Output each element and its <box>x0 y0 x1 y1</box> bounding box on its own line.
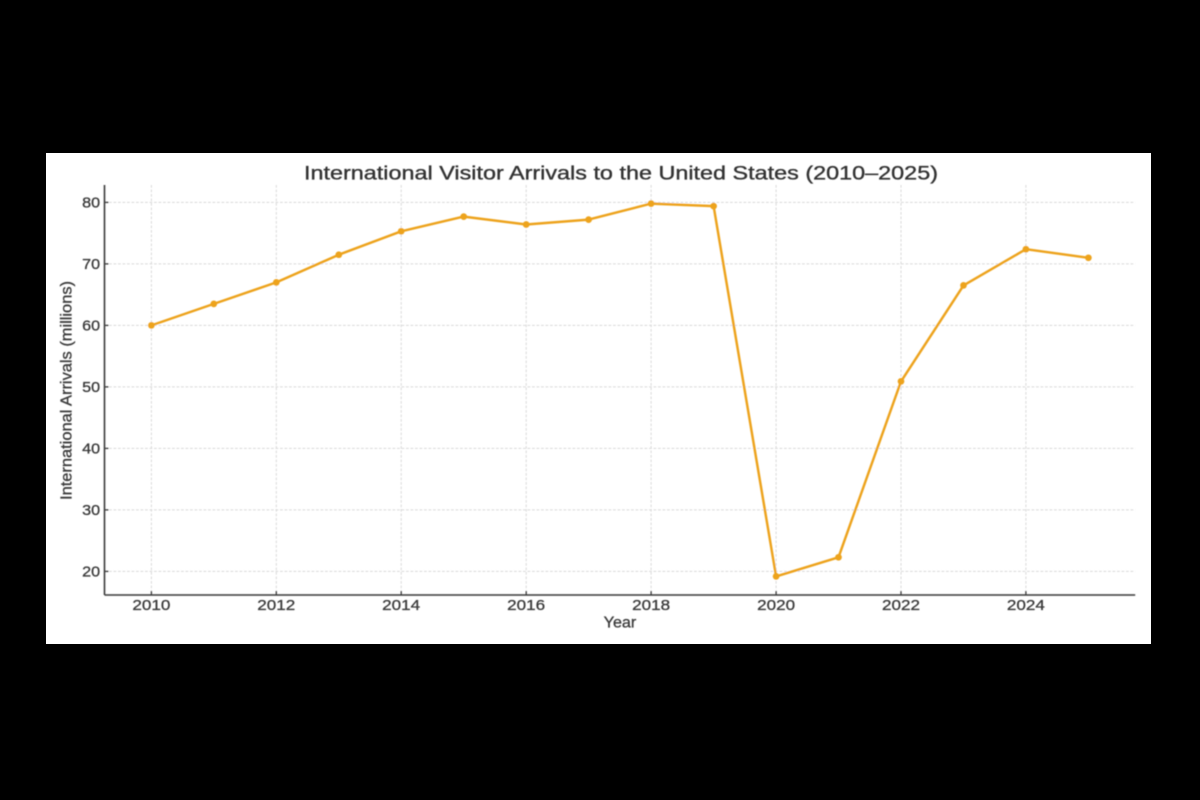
svg-text:60: 60 <box>82 319 100 335</box>
svg-text:2016: 2016 <box>507 598 545 614</box>
svg-text:40: 40 <box>82 442 100 458</box>
svg-text:50: 50 <box>82 380 100 396</box>
svg-text:International Arrivals (millio: International Arrivals (millions) <box>59 281 76 500</box>
svg-text:2012: 2012 <box>257 598 295 614</box>
svg-text:70: 70 <box>82 257 100 273</box>
svg-text:International Visitor Arrivals: International Visitor Arrivals to the Un… <box>304 163 938 185</box>
svg-text:2024: 2024 <box>1007 598 1045 614</box>
svg-text:20: 20 <box>82 565 100 581</box>
svg-text:Year: Year <box>604 615 637 632</box>
svg-text:2018: 2018 <box>632 598 670 614</box>
svg-text:2014: 2014 <box>382 598 420 614</box>
svg-text:80: 80 <box>82 196 100 212</box>
svg-text:2022: 2022 <box>882 598 920 614</box>
svg-text:2020: 2020 <box>757 598 795 614</box>
svg-text:2010: 2010 <box>132 598 170 614</box>
svg-text:30: 30 <box>82 503 100 519</box>
